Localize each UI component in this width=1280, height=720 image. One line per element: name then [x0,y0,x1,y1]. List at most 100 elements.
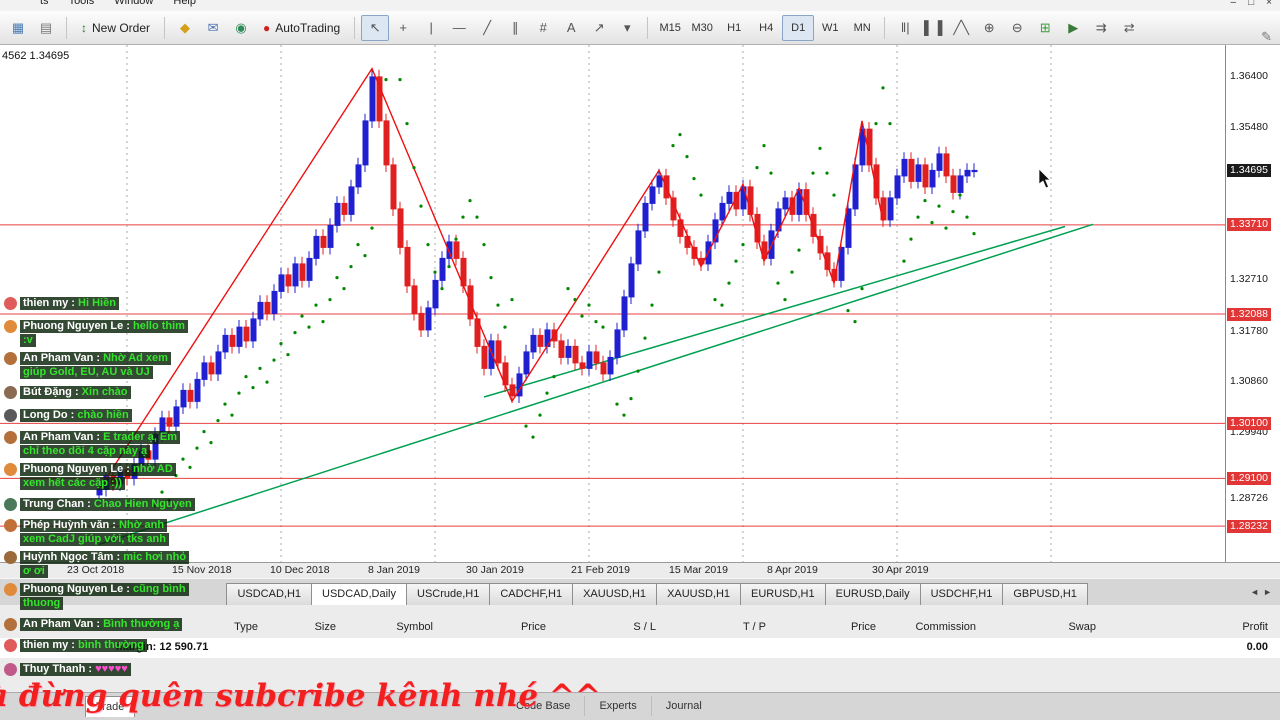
horizontal-level-lines[interactable] [0,224,1225,527]
chart-shift-icon[interactable]: ⇄ [1123,19,1135,35]
minimize-button[interactable]: – [1230,0,1237,8]
timeframe-mn-button[interactable]: MN [853,21,871,34]
column-header-swap: Swap [1068,621,1096,633]
chat-message-line: Long Do : chào hiền [4,408,132,422]
timeframe-m15-button[interactable]: M15 [659,21,681,34]
autotrading-button[interactable]: ● AutoTrading [255,16,348,40]
chart-tab-usdcad-h1[interactable]: USDCAD,H1 [226,583,313,606]
arrow-tools-icon[interactable]: ↗ [593,19,605,35]
avatar [4,518,17,532]
shapes-dropdown-icon[interactable]: ▾ [623,19,631,35]
chat-message-line: Bút Đặng : Xin chào [4,385,131,399]
chart-tab-usdcad-daily[interactable]: USDCAD,Daily [311,583,407,606]
profit-value: 0.00 [1246,641,1268,653]
menu-item-tools[interactable]: Tools [68,0,95,7]
chat-text: Huỳnh Ngọc Tâm : mic hơi nhỏ [20,550,190,564]
toolbar-separator [647,16,649,39]
menu-item-help[interactable]: Help [173,0,196,7]
line-chart-icon[interactable]: ╱╲ [953,19,970,35]
channel-icon[interactable]: ∥ [511,19,519,35]
date-label: 15 Mar 2019 [669,564,728,576]
column-header-price: Price [520,621,546,633]
column-header-tp: T / P [742,621,766,633]
terminal-tab-experts[interactable]: Experts [584,696,650,716]
chart-tab-gbpusd-h1[interactable]: GBPUSD,H1 [1002,583,1088,606]
metaeditor-diamond-icon[interactable]: ◆ [180,19,191,35]
tile-windows-icon[interactable]: ⊞ [1039,19,1051,35]
chart-tab-bar: USDCAD,H1 USDCAD,Daily USCrude,H1 CADCHF,H1… [0,578,1280,606]
chat-message-text: chào hiền [77,408,129,421]
chat-author: Phép Huỳnh văn : [23,518,119,531]
date-axis[interactable]: 23 Oct 2018 15 Nov 2018 10 Dec 2018 8 Jan 2… [0,562,1280,579]
chart-tab-cadchf-h1[interactable]: CADCHF,H1 [489,583,574,606]
chart-tab-eurusd-daily[interactable]: EURUSD,Daily [824,583,921,606]
vertical-line-icon[interactable]: | [429,20,433,35]
chat-message-line: giúp Gold, EU, AU và UJ [20,365,171,379]
terminal-tab-trade[interactable]: Trade [85,696,136,717]
terminal-header: Type Size Symbol Price S / L T / P Price Commis… [0,605,1280,639]
menu-item-ts[interactable]: ts [40,0,49,7]
maximize-button[interactable]: □ [1248,0,1255,8]
chart-canvas[interactable] [0,45,1225,562]
feedback-icon[interactable]: ✎ [1261,29,1272,44]
chat-author: Long Do : [23,408,78,421]
timeframe-d1-button[interactable]: D1 [782,14,815,41]
chart-tab-eurusd-h1[interactable]: EURUSD,H1 [740,583,826,606]
chat-message-text: thuong [20,596,64,610]
chat-message-line: ơ ơi [20,564,189,578]
chart-template-icon[interactable]: ▶ [1068,19,1079,35]
avatar [4,430,17,444]
window-controls: – □ × [1231,0,1272,8]
date-label: 23 Oct 2018 [67,564,125,576]
market-globe-icon[interactable]: ◉ [235,19,247,35]
crosshair-icon[interactable]: + [399,20,407,35]
column-header-profit: Profit [1242,621,1268,633]
chart-toolbar-group: ‖| ▌▐ ╱╲ ⊕ ⊖ ⊞ ▶ ⇉ ⇄ [891,15,1143,41]
close-button[interactable]: × [1266,0,1272,8]
cursor-icon[interactable]: ↖ [361,14,390,41]
auto-scroll-icon[interactable]: ⇉ [1095,19,1107,35]
fibonacci-icon[interactable]: # [539,20,547,35]
new-chart-icon[interactable]: ▦ [11,19,25,35]
level-price-label: 1.33710 [1227,218,1271,232]
tab-scroll-right-icon[interactable]: ► [1263,587,1276,597]
text-icon[interactable]: A [566,20,576,35]
terminal-tab-code-base[interactable]: Code Base [516,700,571,712]
chat-message-line: thien my : Hi Hiền [4,296,119,310]
chat-message-text: xem hết các cặp :)) [20,476,126,490]
timeframe-h4-button[interactable]: H4 [759,21,774,34]
price-scale-label: 1.36400 [1230,70,1268,83]
bar-chart-icon[interactable]: ‖| [900,20,910,35]
chat-text: Long Do : chào hiền [20,408,132,422]
zigzag-line[interactable] [98,67,884,490]
chat-text: Bút Đặng : Xin chào [20,385,131,399]
terminal-tab-bar: Code Base Experts Journal Trade [0,692,1280,720]
mailbox-icon[interactable]: ✉ [207,19,219,35]
zoom-out-icon[interactable]: ⊖ [1011,19,1023,35]
terminal-tab-journal[interactable]: Journal [650,696,716,716]
trendline-icon[interactable]: ╱ [483,19,492,35]
timeframe-toolbar-group: M15 M30 H1 H4 D1 W1 MN [654,14,878,41]
price-axis[interactable]: 1.36400 1.35480 1.32710 1.31780 1.30860 1.299… [1225,45,1280,562]
date-label: 21 Feb 2019 [571,564,630,576]
zoom-in-icon[interactable]: ⊕ [983,19,995,35]
timeframe-h1-button[interactable]: H1 [727,21,742,34]
timeframe-w1-button[interactable]: W1 [821,21,839,34]
timeframe-m30-button[interactable]: M30 [691,21,713,34]
chart-tab-usdchf-h1[interactable]: USDCHF,H1 [919,583,1004,606]
horizontal-line-icon[interactable]: — [452,20,466,35]
parabolic-sar-dots [153,78,976,508]
avatar [4,638,17,652]
level-price-label: 1.32088 [1227,307,1271,321]
chat-message: thien my : bình thường [4,638,147,653]
menu-item-window[interactable]: Window [114,0,154,7]
chart-tab-xauusd-h1[interactable]: XAUUSD,H1 [656,583,742,606]
tab-scroll-left-icon[interactable]: ◄ [1250,587,1264,597]
chart-tab-xauusd-h1[interactable]: XAUUSD,H1 [572,583,658,606]
profiles-icon[interactable]: ▤ [39,19,53,35]
new-order-button[interactable]: ↕ New Order [73,16,158,40]
chart-tab-uscrude-h1[interactable]: USCrude,H1 [406,583,491,606]
chat-message: Trung Chan : Chao Hien Nguyen [4,497,195,512]
candlestick-chart-icon[interactable]: ▌▐ [923,20,943,35]
chat-message-line: An Pham Van : E trader ạ, Em [4,430,181,444]
